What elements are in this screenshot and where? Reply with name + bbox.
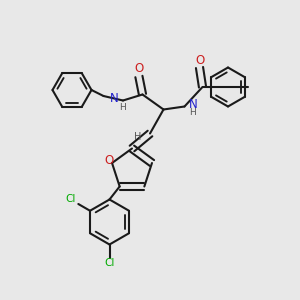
Text: H: H (134, 131, 142, 142)
Text: O: O (134, 62, 143, 76)
Text: N: N (189, 98, 198, 111)
Text: O: O (195, 53, 204, 67)
Text: H: H (120, 103, 126, 112)
Text: N: N (110, 92, 118, 106)
Text: Cl: Cl (104, 258, 115, 268)
Text: H: H (190, 108, 196, 117)
Text: Cl: Cl (65, 194, 75, 205)
Text: O: O (104, 154, 114, 166)
